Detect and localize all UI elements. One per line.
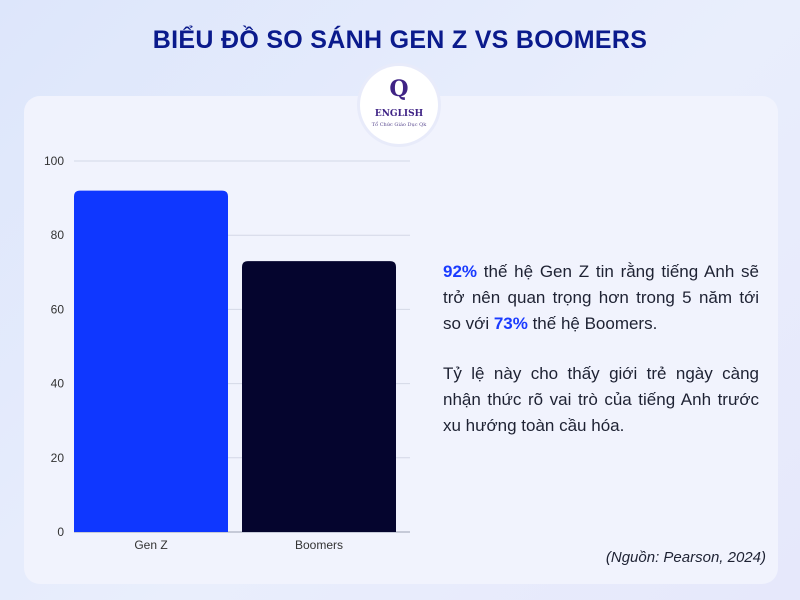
y-tick-label: 20: [51, 451, 65, 465]
description-paragraph-1: 92% thế hệ Gen Z tin rằng tiếng Anh sẽ t…: [443, 259, 759, 337]
stat-gen-z: 92%: [443, 262, 478, 281]
logo-subtitle: Tổ Chức Giáo Dục Qk: [371, 122, 427, 128]
y-tick-label: 100: [44, 154, 64, 168]
description-paragraph-2: Tỷ lệ này cho thấy giới trẻ ngày càng nh…: [443, 364, 759, 435]
description-text-2: thế hệ Boomers.: [527, 314, 658, 333]
logo-mark: Q: [389, 76, 409, 102]
stat-boomers: 73%: [493, 314, 528, 333]
y-tick-label: 0: [57, 525, 64, 539]
source-note: (Nguồn: Pearson, 2024): [605, 549, 766, 566]
x-tick-label: Boomers: [295, 538, 343, 552]
bar-gen-z: [74, 190, 228, 532]
description: 92% thế hệ Gen Z tin rằng tiếng Anh sẽ t…: [443, 259, 759, 439]
bar-boomers: [242, 261, 396, 532]
logo: Q ENGLISH Tổ Chức Giáo Dục Qk: [360, 66, 438, 144]
description-text-1: thế hệ Gen Z tin rằng tiếng Anh sẽ trở n…: [443, 262, 759, 333]
logo-wordmark: ENGLISH: [374, 109, 424, 119]
y-tick-label: 80: [51, 228, 65, 242]
x-tick-label: Gen Z: [134, 538, 167, 552]
y-tick-label: 60: [51, 302, 65, 316]
y-tick-label: 40: [51, 377, 65, 391]
page-title: BIỂU ĐỒ SO SÁNH GEN Z VS BOOMERS: [152, 26, 648, 54]
